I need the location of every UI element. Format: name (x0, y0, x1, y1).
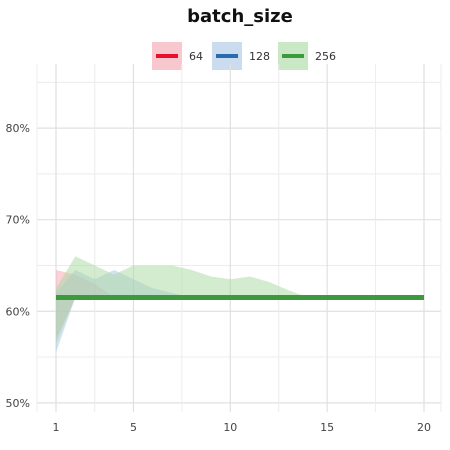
x-axis-ticks: 1 5 10 15 20 (53, 421, 432, 434)
y-tick-label: 80% (6, 122, 30, 135)
y-tick-label: 70% (6, 214, 30, 227)
legend-label: 128 (249, 50, 270, 63)
y-tick-label: 60% (6, 305, 30, 318)
series-bands (56, 256, 424, 353)
legend-label: 256 (315, 50, 336, 63)
x-tick-label: 20 (417, 421, 431, 434)
legend-item-256: 256 (278, 42, 336, 70)
legend-label: 64 (189, 50, 203, 63)
x-tick-label: 1 (53, 421, 60, 434)
legend-item-128: 128 (212, 42, 270, 70)
legend: 64 128 256 (152, 42, 336, 70)
x-tick-label: 10 (223, 421, 237, 434)
legend-item-64: 64 (152, 42, 203, 70)
y-axis-ticks: 50% 60% 70% 80% (6, 122, 30, 410)
grid (36, 64, 442, 412)
x-tick-label: 5 (130, 421, 137, 434)
chart-title: batch_size (187, 6, 293, 27)
y-tick-label: 50% (6, 397, 30, 410)
series-band-256 (56, 256, 424, 344)
x-tick-label: 15 (320, 421, 334, 434)
